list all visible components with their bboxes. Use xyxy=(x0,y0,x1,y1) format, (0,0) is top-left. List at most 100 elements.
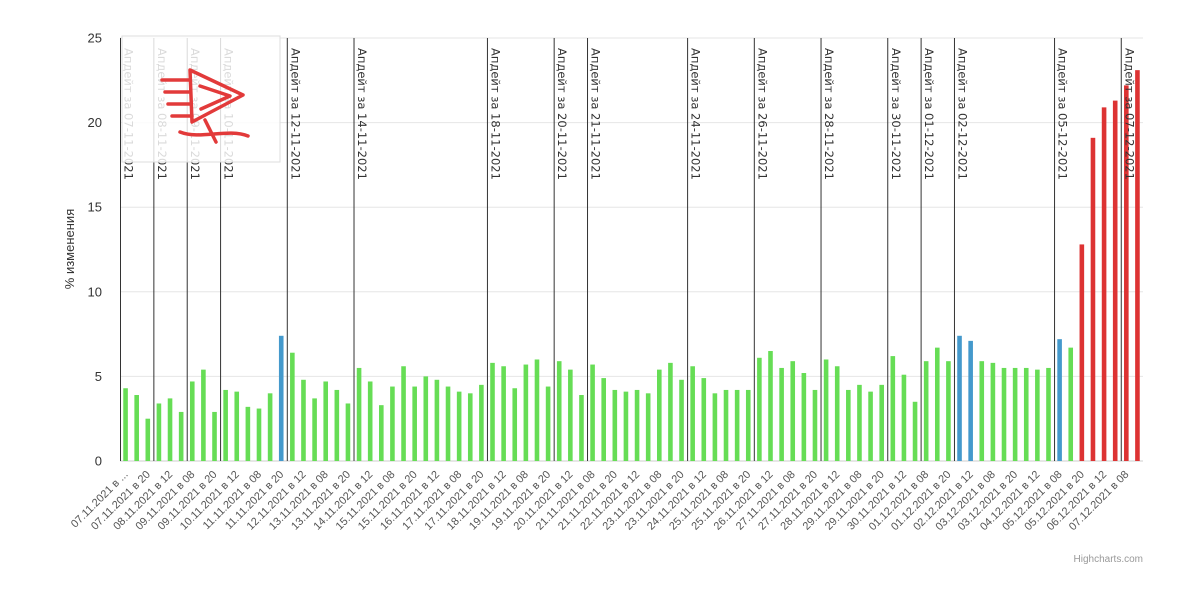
bar[interactable] xyxy=(979,361,985,461)
bar[interactable] xyxy=(301,379,306,461)
bar[interactable] xyxy=(201,369,206,461)
bar[interactable] xyxy=(156,403,162,461)
bar[interactable] xyxy=(234,391,240,461)
bar[interactable] xyxy=(645,393,651,461)
bar[interactable] xyxy=(656,369,662,461)
bar[interactable] xyxy=(556,361,562,461)
bar[interactable] xyxy=(456,391,462,461)
bar[interactable] xyxy=(590,364,595,461)
bar[interactable] xyxy=(946,361,951,461)
watermark-logo xyxy=(121,35,281,163)
bar[interactable] xyxy=(957,335,962,461)
bar[interactable] xyxy=(145,418,151,461)
credits-link[interactable]: Highcharts.com xyxy=(1074,554,1143,565)
bar[interactable] xyxy=(245,406,251,461)
bar[interactable] xyxy=(434,379,440,461)
bar[interactable] xyxy=(189,381,195,461)
bar[interactable] xyxy=(445,386,451,461)
bar[interactable] xyxy=(334,389,340,461)
bar[interactable] xyxy=(690,366,695,461)
bar[interactable] xyxy=(1057,339,1062,461)
plot-line-label: Апдейт за 01-12-2021 xyxy=(922,48,936,180)
bar[interactable] xyxy=(1112,100,1118,461)
bar[interactable] xyxy=(1135,70,1140,461)
bar[interactable] xyxy=(1090,137,1096,461)
bar[interactable] xyxy=(423,376,429,461)
y-axis-title: % изменения xyxy=(62,209,77,289)
bar[interactable] xyxy=(679,379,684,461)
bar[interactable] xyxy=(379,405,384,461)
bar[interactable] xyxy=(834,366,840,461)
bar[interactable] xyxy=(846,389,851,461)
bar[interactable] xyxy=(934,347,940,461)
bar[interactable] xyxy=(167,398,173,461)
bar[interactable] xyxy=(490,362,495,461)
bar[interactable] xyxy=(534,359,540,461)
bar[interactable] xyxy=(857,384,862,461)
bar[interactable] xyxy=(123,388,128,461)
bar[interactable] xyxy=(968,340,973,461)
bar[interactable] xyxy=(745,389,751,461)
bar[interactable] xyxy=(1035,369,1040,461)
bar[interactable] xyxy=(512,388,518,461)
bar[interactable] xyxy=(312,398,317,461)
bar[interactable] xyxy=(668,362,673,461)
bar[interactable] xyxy=(768,351,773,461)
bar[interactable] xyxy=(479,384,484,461)
bar[interactable] xyxy=(256,408,262,461)
bar[interactable] xyxy=(634,389,640,461)
bar[interactable] xyxy=(701,378,707,461)
bar[interactable] xyxy=(1012,367,1018,461)
bar[interactable] xyxy=(412,386,417,461)
bar[interactable] xyxy=(568,369,573,461)
bar[interactable] xyxy=(801,373,807,461)
bar[interactable] xyxy=(367,381,373,461)
bar[interactable] xyxy=(879,384,884,461)
bar[interactable] xyxy=(779,367,784,461)
bar[interactable] xyxy=(890,356,896,461)
bar[interactable] xyxy=(278,335,284,461)
bar[interactable] xyxy=(1079,244,1085,461)
bar[interactable] xyxy=(723,389,729,461)
bar[interactable] xyxy=(545,386,551,461)
bar[interactable] xyxy=(823,359,829,461)
bar[interactable] xyxy=(390,386,395,461)
bar[interactable] xyxy=(1001,367,1007,461)
bar[interactable] xyxy=(990,362,996,461)
bar[interactable] xyxy=(1068,347,1074,461)
bar[interactable] xyxy=(623,391,629,461)
bar[interactable] xyxy=(290,352,295,461)
bar[interactable] xyxy=(134,395,139,461)
bar[interactable] xyxy=(323,381,329,461)
bar[interactable] xyxy=(712,393,718,461)
bar[interactable] xyxy=(467,393,473,461)
bar[interactable] xyxy=(790,361,796,461)
bar[interactable] xyxy=(812,389,818,461)
bar[interactable] xyxy=(345,403,351,461)
bar[interactable] xyxy=(356,367,362,461)
bar[interactable] xyxy=(223,389,228,461)
bar[interactable] xyxy=(501,366,506,461)
plot-line-label: Апдейт за 07-12-2021 xyxy=(1122,48,1136,180)
bar[interactable] xyxy=(901,374,907,461)
bar[interactable] xyxy=(912,401,918,461)
bar[interactable] xyxy=(923,361,929,461)
bar[interactable] xyxy=(1046,367,1051,461)
plot-line-label: Апдейт за 14-11-2021 xyxy=(355,48,369,180)
bar[interactable] xyxy=(1101,107,1107,461)
bar[interactable] xyxy=(1124,85,1129,461)
bar[interactable] xyxy=(401,366,406,461)
bar[interactable] xyxy=(579,395,584,461)
bar[interactable] xyxy=(612,389,618,461)
bar[interactable] xyxy=(734,389,740,461)
bar[interactable] xyxy=(267,393,273,461)
bar[interactable] xyxy=(757,357,762,461)
bar[interactable] xyxy=(601,378,607,461)
bar[interactable] xyxy=(178,411,184,461)
bar[interactable] xyxy=(1023,367,1029,461)
plot-line-label: Апдейт за 26-11-2021 xyxy=(755,48,769,180)
bar[interactable] xyxy=(523,364,529,461)
bar[interactable] xyxy=(868,391,873,461)
bar[interactable] xyxy=(212,411,217,461)
